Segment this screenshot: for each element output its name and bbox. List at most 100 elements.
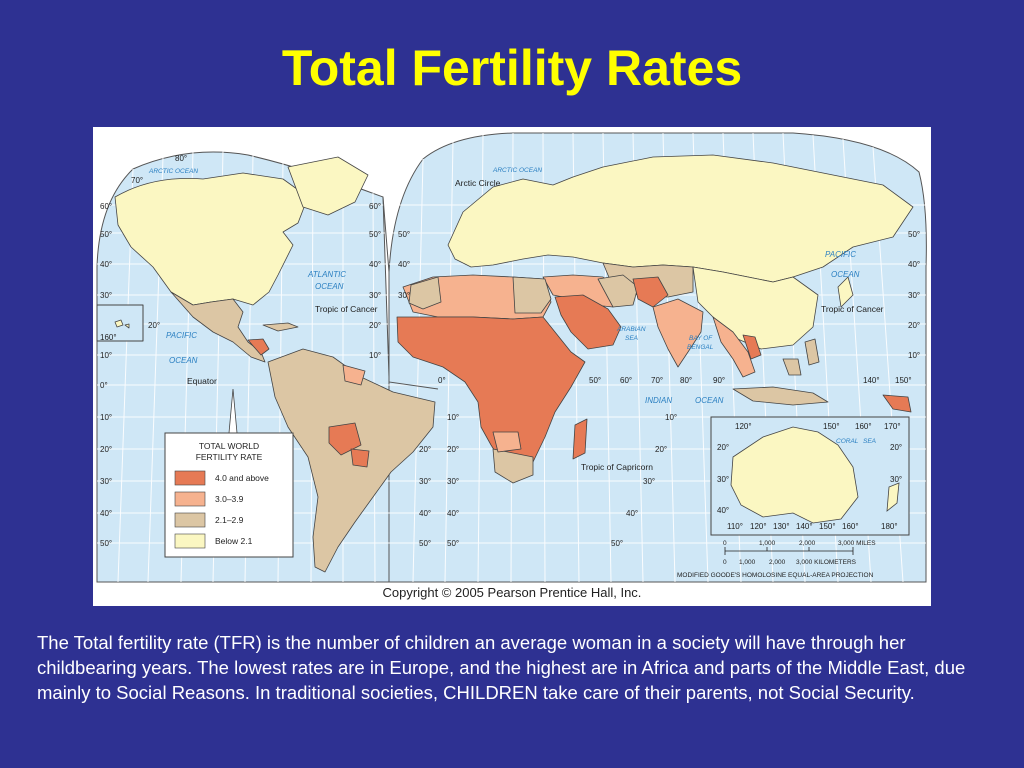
legend-title: FERTILITY RATE <box>196 452 263 462</box>
line-labels: Arctic Circle Tropic of Cancer Tropic of… <box>187 178 884 472</box>
tick-label: 60° <box>100 202 112 211</box>
world-fertility-map: 80° 70° 60° 50° 40° 30° 20° 160° 10° 0° … <box>93 127 931 606</box>
tick-label: 20° <box>908 321 920 330</box>
water-label: SEA <box>863 438 876 445</box>
tick-label: 110° <box>727 522 743 531</box>
tick-label: 20° <box>419 445 431 454</box>
tick-label: 40° <box>717 506 729 515</box>
tick-label: 50° <box>419 539 431 548</box>
tick-label: 40° <box>626 509 638 518</box>
tick-label: 30° <box>908 291 920 300</box>
water-label: OCEAN <box>831 270 860 279</box>
tick-label: 40° <box>908 260 920 269</box>
egypt <box>512 276 552 314</box>
guyana-suriname <box>342 364 366 386</box>
tick-label: 140° <box>863 376 880 385</box>
tick-label: 40° <box>398 260 410 269</box>
lat-labels: 80° 70° 60° 50° 40° 30° 20° 160° 10° 0° … <box>100 154 920 548</box>
tick-label: 90° <box>713 376 725 385</box>
americas-land <box>96 156 436 573</box>
tick-label: 10° <box>369 351 381 360</box>
legend-swatch <box>174 470 206 486</box>
tick-label: 30° <box>717 475 729 484</box>
copyright: Copyright © 2005 Pearson Prentice Hall, … <box>382 585 642 600</box>
water-label: CORAL <box>836 438 859 445</box>
south-africa <box>492 448 534 484</box>
philippines <box>804 338 820 366</box>
water-label: ARCTIC OCEAN <box>492 167 542 174</box>
tick-label: 50° <box>369 230 381 239</box>
water-label: PACIFIC <box>166 331 197 340</box>
legend-label: 2.1–2.9 <box>215 515 244 525</box>
legend-swatch <box>174 533 206 549</box>
water-label: OCEAN <box>695 396 724 405</box>
tick-label: 0° <box>100 381 108 390</box>
tick-label: 160° <box>100 333 117 342</box>
tropic-capricorn-label: Tropic of Capricorn <box>581 462 653 472</box>
scale-label: 1,000 <box>739 559 756 566</box>
arctic-circle-label: Arctic Circle <box>455 178 501 188</box>
water-label: INDIAN <box>645 396 672 405</box>
arabia <box>554 294 622 350</box>
tick-label: 20° <box>369 321 381 330</box>
equator-label: Equator <box>187 376 217 386</box>
australia-inset <box>710 416 910 536</box>
tick-label: 30° <box>419 477 431 486</box>
tick-label: 50° <box>100 539 112 548</box>
water-label: BENGAL <box>687 344 714 351</box>
tick-label: 60° <box>369 202 381 211</box>
tick-label: 130° <box>773 522 790 531</box>
tick-label: 120° <box>735 422 752 431</box>
tick-label: 150° <box>819 522 836 531</box>
new-zealand <box>886 482 900 512</box>
scale-label: 2,000 <box>769 559 786 566</box>
tick-label: 30° <box>447 477 459 486</box>
tick-label: 10° <box>665 413 677 422</box>
tick-label: 20° <box>717 443 729 452</box>
morocco-west <box>408 276 442 310</box>
tick-label: 50° <box>611 539 623 548</box>
tick-label: 10° <box>908 351 920 360</box>
tick-label: 50° <box>398 230 410 239</box>
scale-bar: 0 1,000 2,000 3,000 MILES 0 1,000 2,000 … <box>677 540 876 579</box>
australia <box>730 426 859 524</box>
legend-title: TOTAL WORLD <box>199 441 259 451</box>
laos-cambodia <box>742 334 762 360</box>
tick-label: 20° <box>447 445 459 454</box>
tick-label: 30° <box>643 477 655 486</box>
tick-label: 150° <box>823 422 840 431</box>
tick-label: 40° <box>447 509 459 518</box>
tick-label: 150° <box>895 376 912 385</box>
tick-label: 180° <box>881 522 898 531</box>
tick-label: 160° <box>842 522 859 531</box>
lobe-gap <box>382 196 439 390</box>
indonesia <box>732 358 829 406</box>
caption-text: The Total fertility rate (TFR) is the nu… <box>37 632 966 703</box>
water-label: ARCTIC OCEAN <box>148 168 198 175</box>
map-svg: 80° 70° 60° 50° 40° 30° 20° 160° 10° 0° … <box>96 132 927 583</box>
central-america-high <box>247 338 270 356</box>
legend-swatch <box>174 512 206 528</box>
tick-label: 40° <box>369 260 381 269</box>
legend-label: Below 2.1 <box>215 536 253 546</box>
tick-label: 140° <box>796 522 813 531</box>
projection-label: MODIFIED GOODE'S HOMOLOSINE EQUAL-AREA P… <box>677 572 874 579</box>
water-label: ATLANTIC <box>307 270 346 279</box>
tick-label: 40° <box>100 509 112 518</box>
tick-label: 10° <box>100 351 112 360</box>
tick-label: 20° <box>655 445 667 454</box>
water-label: SEA <box>625 335 638 342</box>
tick-label: 50° <box>908 230 920 239</box>
papua-new-guinea <box>882 394 912 413</box>
afghanistan-pakistan <box>632 276 669 308</box>
water-labels: ARCTIC OCEAN ARCTIC OCEAN ATLANTIC OCEAN… <box>148 167 876 445</box>
europe <box>447 154 914 283</box>
paraguay <box>350 448 370 468</box>
tick-label: 30° <box>369 291 381 300</box>
tick-label: 20° <box>100 445 112 454</box>
tick-label: 0° <box>438 376 446 385</box>
water-label: PACIFIC <box>825 250 856 259</box>
eastern-land <box>396 154 914 484</box>
tick-label: 50° <box>100 230 112 239</box>
scale-label: 3,000 KILOMETERS <box>796 559 857 566</box>
